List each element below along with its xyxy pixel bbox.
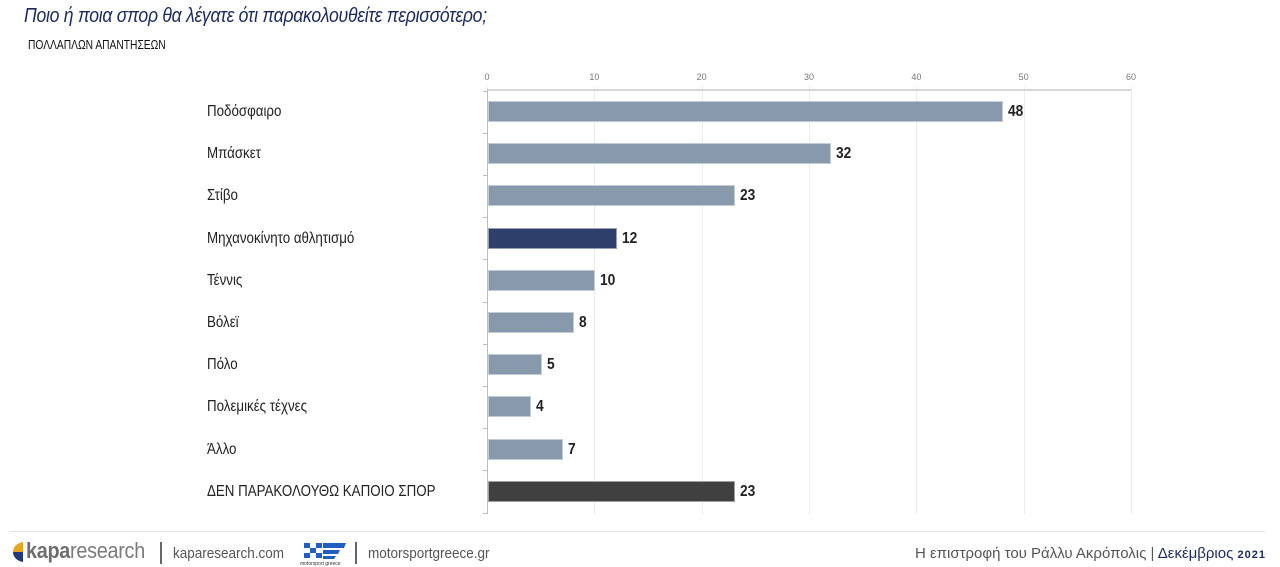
motorsportgreece-link[interactable]: motorsportgreece.gr bbox=[368, 545, 490, 562]
category-label: Πολεμικές τέχνες bbox=[207, 398, 308, 416]
y-axis-tick bbox=[483, 90, 488, 92]
y-axis-tick bbox=[483, 301, 488, 303]
bar bbox=[488, 312, 574, 333]
gridline bbox=[916, 87, 918, 514]
category-label: Μπάσκετ bbox=[207, 145, 261, 163]
event-year: 2021 bbox=[1237, 549, 1266, 561]
bar bbox=[488, 354, 542, 376]
category-label: Τέννις bbox=[207, 271, 243, 289]
motorsport-greece-caption: motorsport greece bbox=[300, 561, 341, 567]
category-label: ΔΕΝ ΠΑΡΑΚΟΛΟΥΘΩ ΚΑΠΟΙΟ ΣΠΟΡ bbox=[207, 482, 436, 500]
bar bbox=[488, 438, 564, 460]
bar-value-label: 10 bbox=[600, 271, 616, 289]
x-tick-label: 30 bbox=[803, 72, 815, 82]
y-axis-tick bbox=[483, 470, 488, 472]
gridline bbox=[1131, 87, 1132, 514]
x-tick-label: 10 bbox=[589, 72, 600, 82]
y-axis-tick bbox=[483, 512, 488, 514]
footer-separator bbox=[355, 542, 357, 564]
x-axis bbox=[487, 89, 1131, 91]
bar-value-label: 23 bbox=[739, 187, 756, 205]
category-label: Στίβο bbox=[207, 187, 238, 205]
x-tick-label: 0 bbox=[484, 72, 490, 82]
y-axis-tick bbox=[483, 428, 488, 430]
bar bbox=[488, 143, 832, 165]
bar bbox=[488, 480, 735, 502]
category-label: Βόλεϊ bbox=[207, 314, 239, 331]
gridline bbox=[594, 87, 596, 514]
chart-title: Ποιο ή ποια σπορ θα λέγατε ότι παρακολου… bbox=[24, 5, 487, 27]
x-tick-label: 20 bbox=[696, 72, 707, 82]
bar-value-label: 48 bbox=[1008, 103, 1024, 120]
footer: kaparesearch kaparesearch.com motorsport… bbox=[0, 536, 1280, 567]
bar-value-label: 8 bbox=[578, 314, 587, 331]
bar-value-label: 32 bbox=[836, 145, 852, 163]
kapa-research-logo: kaparesearch bbox=[26, 538, 145, 563]
bar bbox=[488, 101, 1004, 122]
bar-value-label: 4 bbox=[535, 398, 544, 416]
category-label: Άλλο bbox=[207, 440, 237, 458]
y-axis-tick bbox=[483, 259, 488, 261]
bar bbox=[488, 227, 617, 249]
event-title: Η επιστροφή του Ράλλυ Ακρόπολις | bbox=[914, 545, 1155, 562]
x-tick-label: 60 bbox=[1125, 72, 1137, 82]
gridline bbox=[809, 87, 810, 514]
bar-value-label: 23 bbox=[739, 482, 756, 500]
category-label: Ποδόσφαιρο bbox=[207, 103, 282, 120]
horizontal-bar-chart: 0 10 20 30 40 50 60 Ποδόσφαιρο 48 Μπάσκετ 32 Στίβο 2… bbox=[207, 72, 1137, 514]
y-axis-tick bbox=[483, 385, 488, 387]
bar bbox=[488, 396, 531, 418]
bar bbox=[488, 269, 596, 291]
kaparesearch-link[interactable]: kaparesearch.com bbox=[173, 545, 285, 562]
y-axis-tick bbox=[483, 217, 488, 219]
gridline bbox=[701, 87, 703, 514]
y-axis-tick bbox=[483, 174, 488, 176]
gridline bbox=[1023, 87, 1025, 514]
bar-value-label: 5 bbox=[546, 356, 555, 374]
chart-subtitle: ΠΟΛΛΑΠΛΩΝ ΑΠΑΝΤΗΣΕΩΝ bbox=[28, 38, 166, 52]
y-axis-tick bbox=[483, 343, 488, 345]
bar bbox=[488, 185, 735, 207]
category-label: Πόλο bbox=[207, 356, 238, 374]
kapa-logo-icon bbox=[13, 542, 23, 562]
motorsport-greece-flag-icon bbox=[304, 543, 346, 559]
footer-event-info: Η επιστροφή του Ράλλυ Ακρόπολις | Δεκέμβ… bbox=[915, 545, 1266, 562]
bar-value-label: 7 bbox=[568, 440, 576, 458]
event-month: Δεκέμβριος bbox=[1157, 545, 1234, 562]
bar-value-label: 12 bbox=[621, 229, 638, 247]
footer-divider bbox=[10, 531, 1265, 532]
y-axis-tick bbox=[483, 132, 488, 134]
x-tick-label: 40 bbox=[911, 72, 922, 82]
x-tick-label: 50 bbox=[1018, 72, 1029, 82]
category-label: Μηχανοκίνητο αθλητισμό bbox=[207, 229, 355, 247]
footer-separator bbox=[160, 542, 162, 564]
